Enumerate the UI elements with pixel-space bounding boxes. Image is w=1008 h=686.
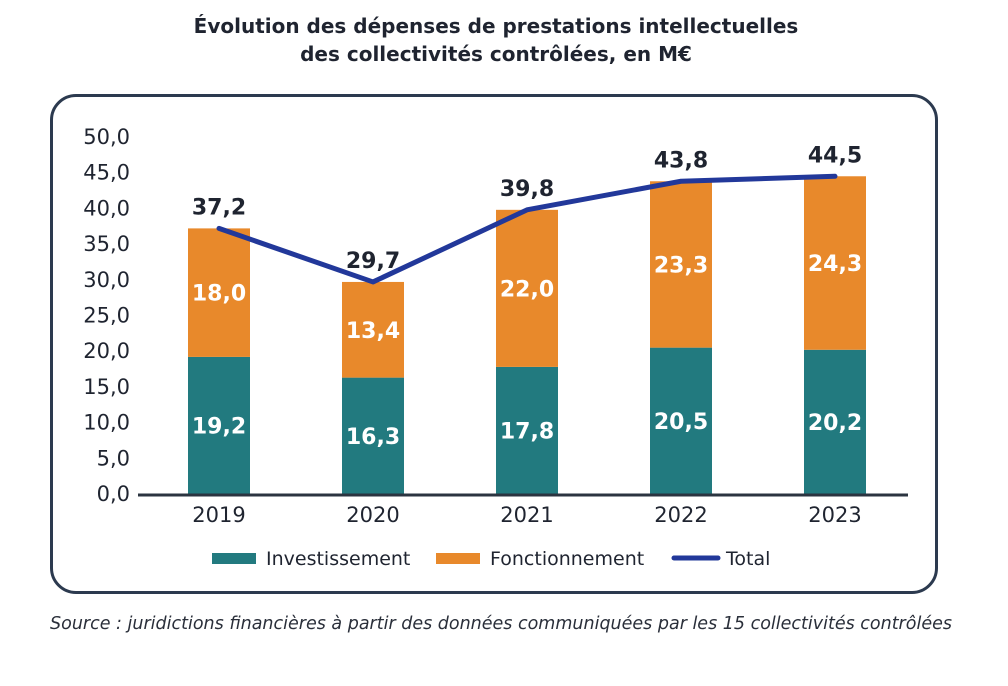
- total-label: 29,7: [346, 249, 400, 274]
- bar-label-fonctionnement: 22,0: [500, 277, 554, 302]
- x-tick-label: 2022: [654, 503, 707, 527]
- bar-investissement: [650, 347, 712, 494]
- bar-label-fonctionnement: 23,3: [654, 253, 708, 278]
- total-line: [216, 173, 838, 285]
- bar-investissement: [188, 356, 250, 494]
- y-tick-label: 10,0: [83, 411, 130, 435]
- bar-investissement: [804, 349, 866, 494]
- legend-swatch-investissement: [212, 553, 256, 564]
- y-tick-label: 15,0: [83, 375, 130, 399]
- total-label: 37,2: [192, 195, 246, 220]
- bar-label-fonctionnement: 13,4: [346, 319, 400, 344]
- bar-label-fonctionnement: 18,0: [192, 282, 246, 307]
- y-tick-label: 5,0: [97, 446, 130, 470]
- bar-fonctionnement: [342, 281, 404, 378]
- y-tick-label: 50,0: [83, 125, 130, 149]
- total-label: 44,5: [808, 143, 862, 168]
- x-tick-label: 2021: [500, 503, 553, 527]
- bar-label-investissement: 17,8: [500, 419, 554, 444]
- chart-title-line-2: des collectivités contrôlées, en M€: [300, 42, 692, 66]
- bar-label-fonctionnement: 24,3: [808, 252, 862, 277]
- y-tick-label: 35,0: [83, 232, 130, 256]
- bar-label-investissement: 16,3: [346, 425, 400, 450]
- bar-fonctionnement: [188, 228, 250, 357]
- y-tick-label: 0,0: [97, 482, 130, 506]
- source-note: Source : juridictions financières à part…: [50, 614, 952, 634]
- y-tick-label: 45,0: [83, 161, 130, 185]
- legend-label-total: Total: [725, 548, 770, 570]
- x-tick-label: 2020: [346, 503, 399, 527]
- y-tick-label: 40,0: [83, 196, 130, 220]
- legend-label-fonctionnement: Fonctionnement: [490, 548, 644, 570]
- bar-label-investissement: 20,2: [808, 411, 862, 436]
- total-label: 43,8: [654, 148, 708, 173]
- bar-label-investissement: 19,2: [192, 414, 246, 439]
- bar-fonctionnement: [650, 181, 712, 348]
- legend-label-investissement: Investissement: [266, 548, 410, 570]
- y-tick-label: 25,0: [83, 304, 130, 328]
- y-tick-label: 30,0: [83, 268, 130, 292]
- total-label: 39,8: [500, 177, 554, 202]
- legend-swatch-fonctionnement: [436, 553, 480, 564]
- chart-frame: [50, 94, 938, 594]
- chart-title-line-1: Évolution des dépenses de prestations in…: [193, 14, 799, 38]
- bar-fonctionnement: [804, 176, 866, 350]
- x-tick-label: 2019: [192, 503, 245, 527]
- bar-investissement: [342, 377, 404, 494]
- bar-fonctionnement: [496, 209, 558, 367]
- bar-label-investissement: 20,5: [654, 410, 708, 435]
- y-tick-label: 20,0: [83, 339, 130, 363]
- chart-title: Évolution des dépenses de prestations in…: [0, 12, 992, 68]
- x-tick-label: 2023: [808, 503, 861, 527]
- bar-investissement: [496, 366, 558, 494]
